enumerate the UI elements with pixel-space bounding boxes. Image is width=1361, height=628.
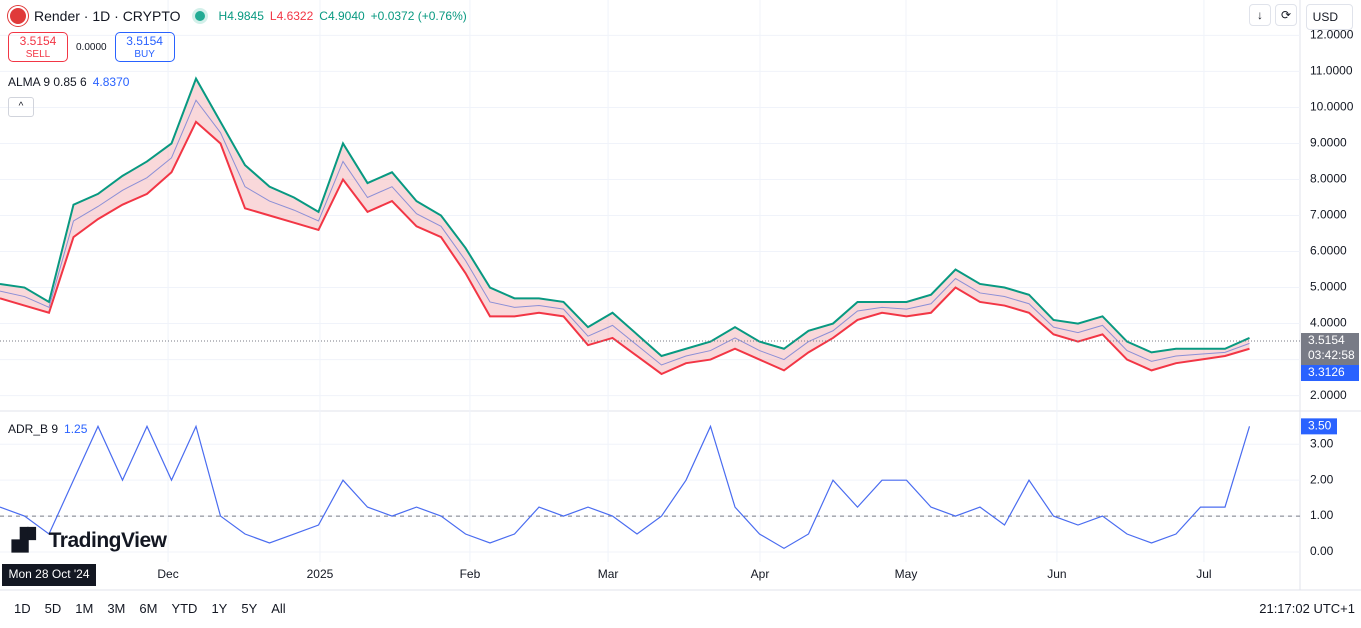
alma-value: 4.8370	[92, 75, 130, 89]
x-tick-label: Jun	[1047, 567, 1066, 581]
end-label-box	[1301, 418, 1337, 435]
indicator-line	[0, 424, 1251, 550]
crosshair-date-box	[2, 564, 96, 586]
countdown: 03:42:58	[1308, 348, 1355, 362]
x-tick-label: Feb	[460, 567, 481, 581]
symbol[interactable]: Render · 1D · CRYPTO	[34, 8, 181, 24]
adr-value: 1.25	[64, 422, 88, 436]
timeframe[interactable]: 5Y	[241, 601, 258, 616]
x-tick-label: 2025	[307, 567, 334, 581]
sell-price: 3.5154	[19, 34, 57, 48]
price-label-box	[1301, 333, 1359, 366]
alma-title: ALMA 9 0.85 6	[8, 75, 87, 89]
spread: 0.0000	[76, 41, 107, 53]
band-line	[0, 99, 1250, 366]
high: H4.9845	[218, 9, 264, 23]
timeframe[interactable]: All	[271, 601, 286, 616]
y-tick-label: 5.0000	[1310, 280, 1347, 294]
band-line	[0, 76, 1250, 358]
buy-label: BUY	[134, 49, 155, 60]
reset-button[interactable]: ⟳	[1275, 4, 1297, 26]
price-label: 3.5154	[1308, 333, 1345, 347]
second-price-box	[1301, 365, 1359, 382]
y-tick-label: 0.00	[1310, 544, 1334, 558]
x-tick-label: Dec	[157, 567, 178, 581]
timeframe[interactable]: 1Y	[211, 601, 228, 616]
y-tick-label: 7.0000	[1310, 208, 1347, 222]
close: C4.9040	[319, 9, 365, 23]
x-tick-label: May	[895, 567, 918, 581]
timeframe[interactable]: 6M	[139, 601, 158, 616]
timeframe[interactable]: 1M	[75, 601, 94, 616]
y-tick-label: 2.00	[1310, 472, 1334, 486]
symbol-header: Render · 1D · CRYPTO H4.9845 L4.6322 C4.…	[8, 6, 467, 26]
buy-button[interactable]: 3.5154 BUY	[114, 32, 175, 62]
sell-label: SELL	[25, 49, 51, 60]
clock: 21:17:02 UTC+1	[1259, 601, 1355, 616]
brand-logo: ▟▘ TradingView	[12, 529, 167, 552]
band-line	[0, 120, 1250, 376]
y-tick-label: 8.0000	[1310, 172, 1347, 186]
adr-legend[interactable]: ADR_B 9 1.25	[8, 422, 87, 436]
end-label: 3.50	[1308, 419, 1332, 433]
y-tick-label: 1.00	[1310, 508, 1334, 522]
x-tick-label: Jul	[1196, 567, 1211, 581]
band-fill	[0, 78, 1250, 374]
y-tick-label: 12.0000	[1310, 28, 1354, 42]
timeframe[interactable]: 3M	[107, 601, 126, 616]
scroll-button[interactable]: ↓	[1249, 4, 1271, 26]
adr-title: ADR_B 9	[8, 422, 59, 436]
y-tick-label: 6.0000	[1310, 244, 1347, 258]
y-tick-label: 4.0000	[1310, 316, 1347, 330]
y-tick-label: 3.00	[1310, 436, 1334, 450]
collapse-button[interactable]: ^	[8, 97, 34, 117]
x-tick-label: Apr	[751, 567, 770, 581]
alma-legend[interactable]: ALMA 9 0.85 6 4.8370	[8, 75, 129, 89]
timeframe[interactable]: 1D	[14, 601, 31, 616]
timeframe[interactable]: 5D	[44, 601, 62, 616]
brand: TradingView	[48, 529, 167, 552]
currency-select[interactable]: USD	[1305, 4, 1353, 30]
trade-buttons: 3.5154 SELL 0.0000 3.5154 BUY	[8, 32, 175, 62]
sell-button[interactable]: 3.5154 SELL	[8, 32, 68, 62]
timeframe-bar: 1D 5D 1M 3M 6M YTD 1Y 5Y All	[14, 601, 286, 616]
y-tick-label: 9.0000	[1310, 136, 1347, 150]
y-tick-label: 11.0000	[1310, 64, 1353, 78]
timeframe[interactable]: YTD	[171, 601, 198, 616]
y-tick-label: 10.0000	[1310, 100, 1354, 114]
buy-price: 3.5154	[126, 34, 163, 48]
market-status	[194, 11, 205, 21]
symbol-icon	[8, 6, 28, 26]
second-price-label: 3.3126	[1308, 365, 1345, 379]
crosshair-date: Mon 28 Oct '24	[9, 567, 90, 581]
low: L4.6322	[269, 9, 314, 23]
change: +0.0372 (+0.76%)	[370, 9, 467, 23]
y-tick-label: 2.0000	[1310, 388, 1347, 402]
x-tick-label: Mar	[598, 567, 619, 581]
